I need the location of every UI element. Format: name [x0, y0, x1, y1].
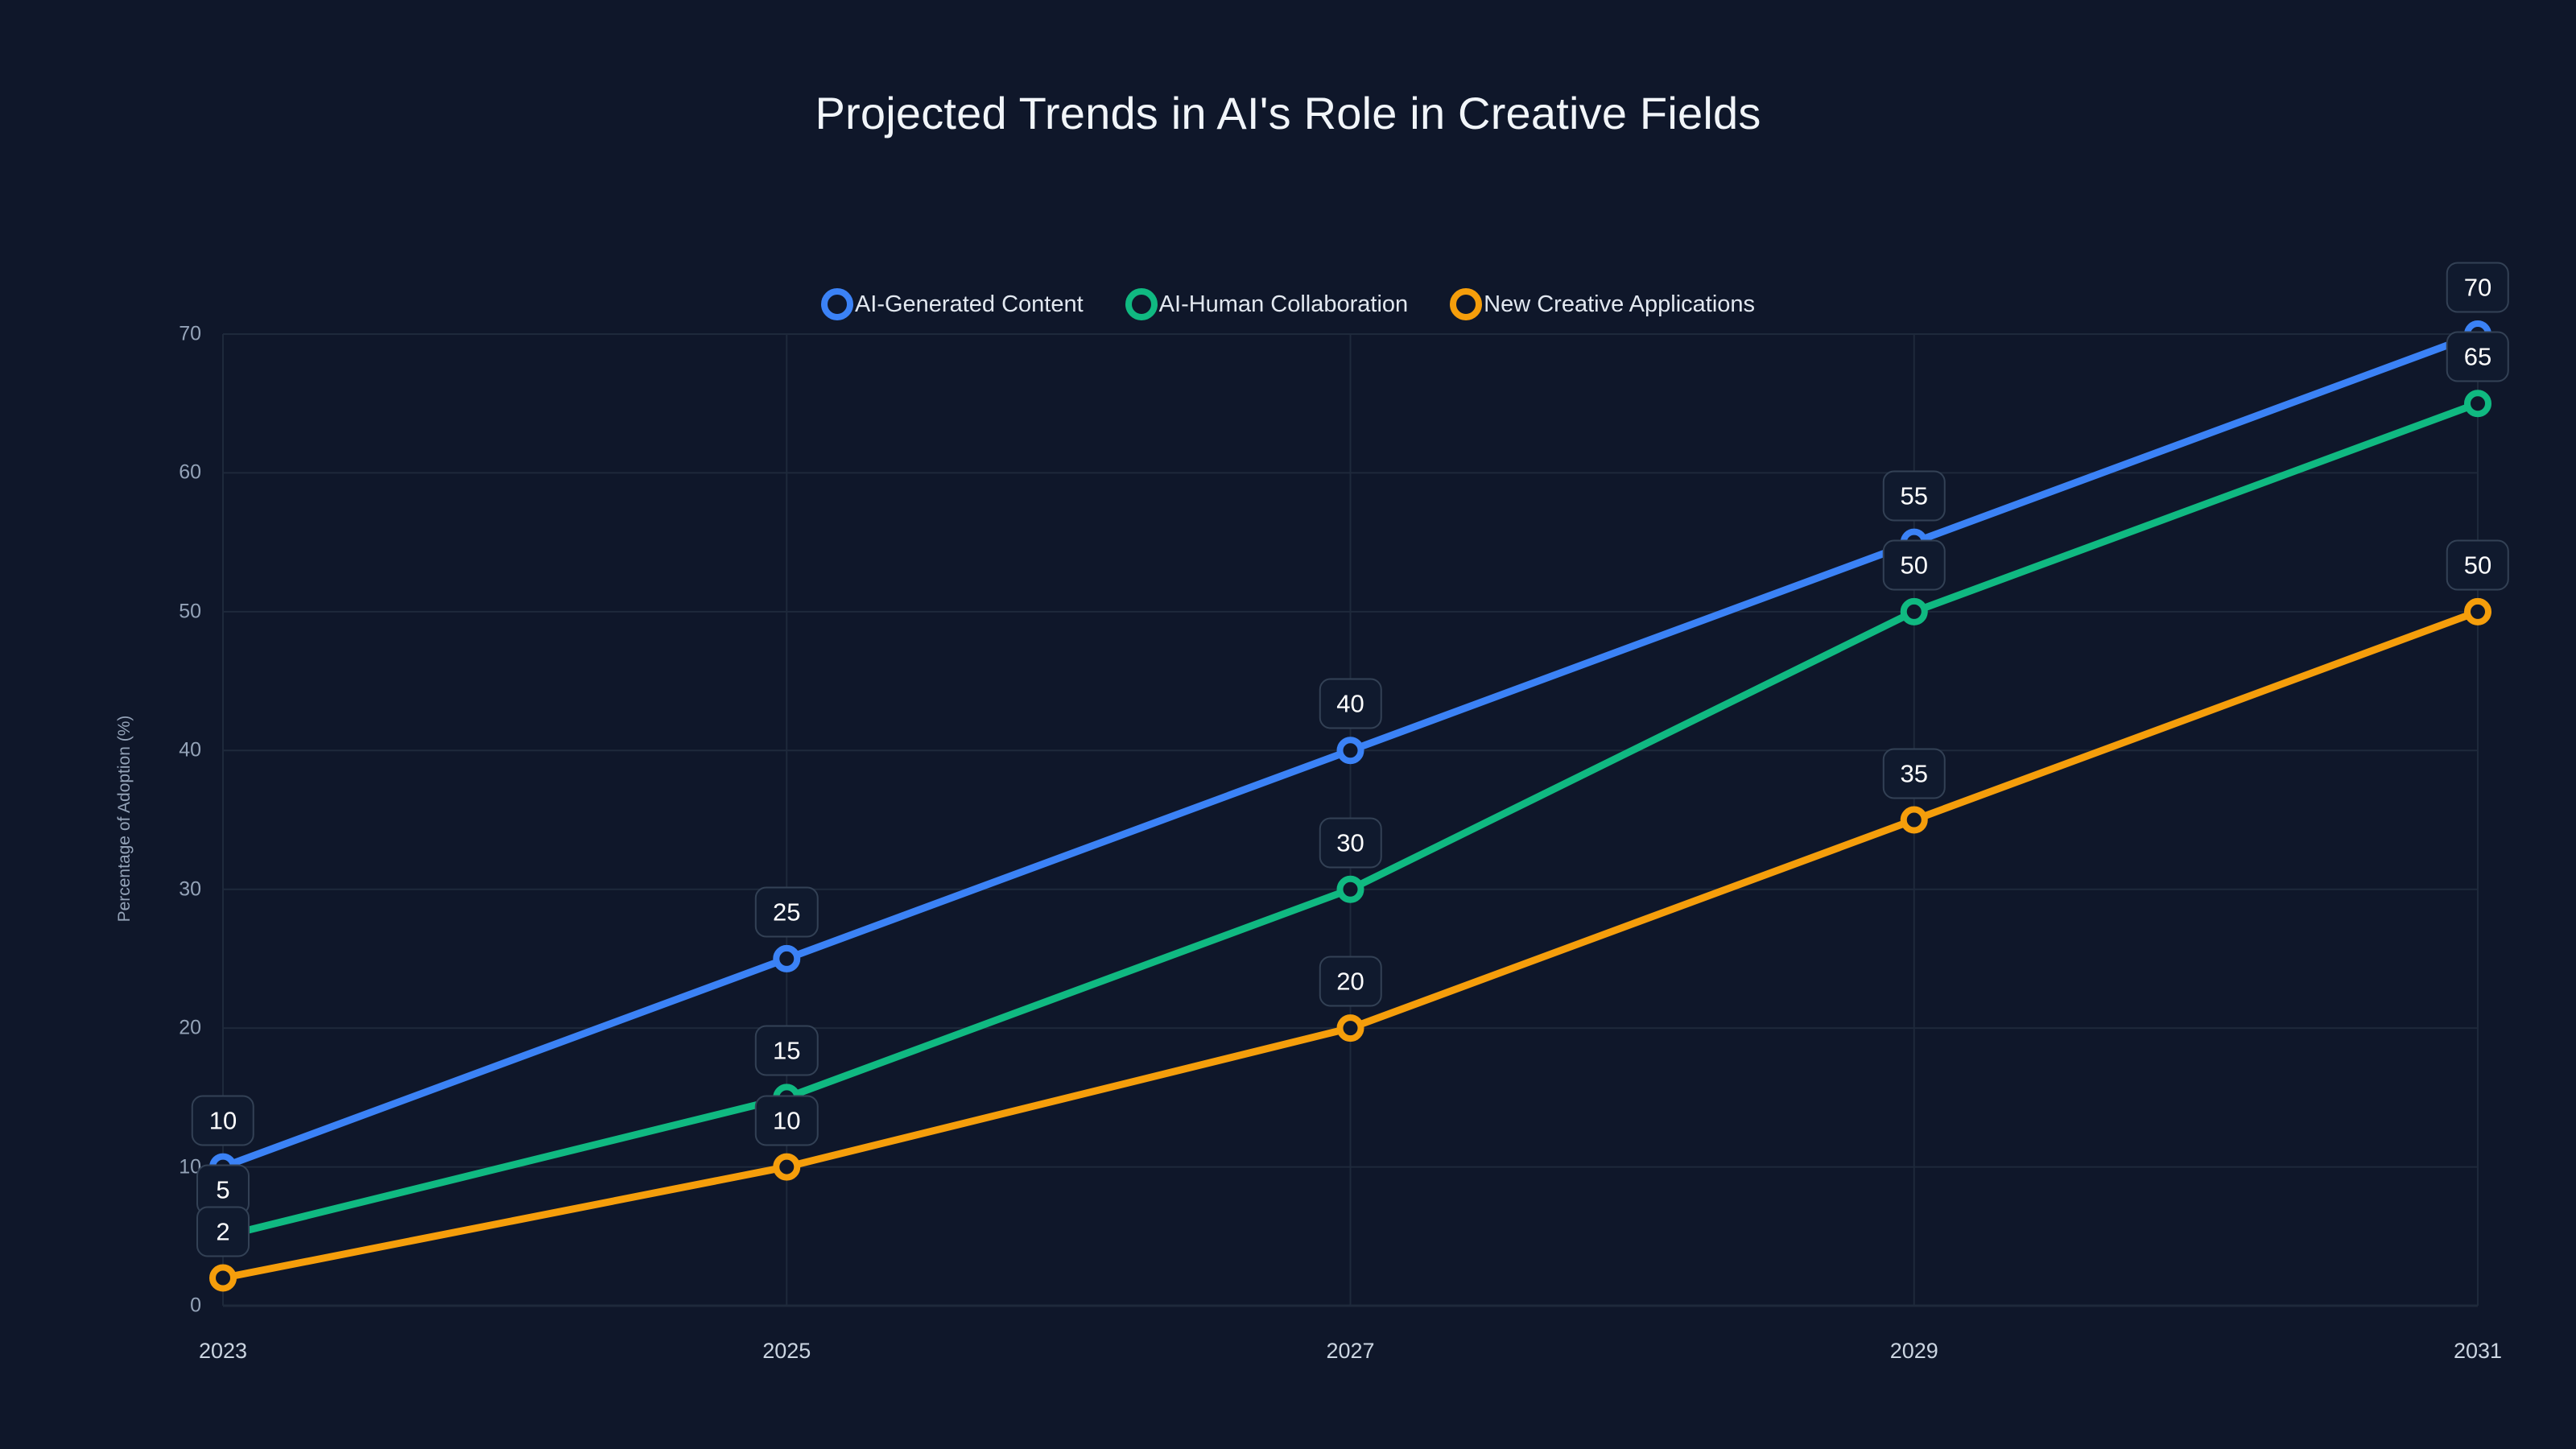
data-point-label: 35	[1882, 748, 1946, 799]
y-axis-tick-label: 20	[179, 1016, 201, 1039]
y-axis-tick-label: 40	[179, 738, 201, 762]
y-axis-tick-label: 70	[179, 322, 201, 345]
data-point-label: 10	[191, 1095, 255, 1146]
x-axis-tick-label: 2031	[2453, 1339, 2503, 1363]
data-point-marker[interactable]	[1336, 1014, 1364, 1042]
data-point-label: 30	[1319, 817, 1382, 869]
x-axis-tick-label: 2025	[762, 1339, 811, 1363]
data-point-label: 50	[2446, 539, 2510, 591]
data-point-marker[interactable]	[209, 1264, 237, 1292]
data-point-label: 40	[1319, 678, 1382, 729]
data-point-marker[interactable]	[2464, 390, 2491, 418]
x-axis-tick-label: 2023	[198, 1339, 248, 1363]
data-point-label: 50	[1882, 539, 1946, 591]
data-point-marker[interactable]	[1336, 737, 1364, 765]
y-axis-tick-label: 0	[190, 1294, 201, 1317]
y-axis-tick-label: 10	[179, 1155, 201, 1179]
data-point-label: 70	[2446, 262, 2510, 313]
y-axis-tick-label: 30	[179, 877, 201, 901]
data-point-label: 2	[196, 1206, 250, 1257]
data-point-label: 25	[755, 886, 819, 938]
y-axis-tick-label: 60	[179, 460, 201, 484]
y-axis-tick-label: 50	[179, 600, 201, 623]
data-point-label: 15	[755, 1025, 819, 1076]
y-axis-title: Percentage of Adoption (%)	[115, 715, 134, 922]
x-axis-tick-label: 2029	[1889, 1339, 1938, 1363]
data-point-marker[interactable]	[773, 1153, 801, 1181]
x-axis-tick-label: 2027	[1326, 1339, 1375, 1363]
data-point-marker[interactable]	[1900, 806, 1928, 834]
data-point-label: 55	[1882, 470, 1946, 522]
data-point-label: 10	[755, 1095, 819, 1146]
page-title: Projected Trends in AI's Role in Creativ…	[815, 88, 1761, 138]
data-point-label: 65	[2446, 331, 2510, 382]
data-point-marker[interactable]	[1336, 875, 1364, 903]
data-point-marker[interactable]	[773, 944, 801, 972]
data-point-label: 20	[1319, 956, 1382, 1007]
data-point-marker[interactable]	[1900, 597, 1928, 625]
data-point-marker[interactable]	[2464, 597, 2491, 625]
